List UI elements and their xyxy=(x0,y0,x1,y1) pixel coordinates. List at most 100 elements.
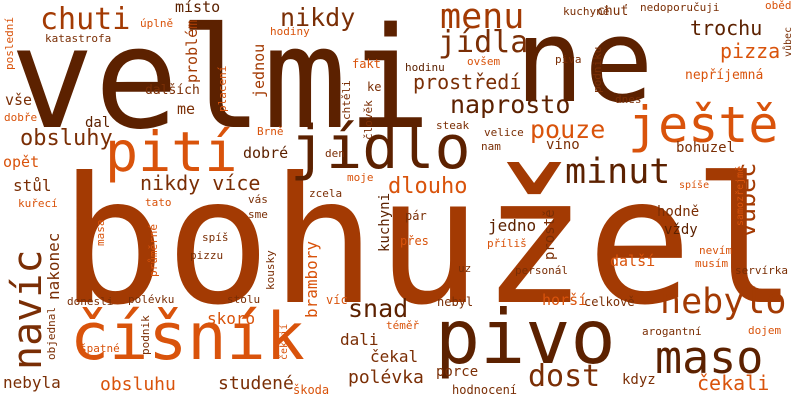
cloud-word: vše xyxy=(5,91,33,109)
cloud-word: piva xyxy=(555,53,582,66)
cloud-word: úplně xyxy=(140,17,174,30)
cloud-word: dali xyxy=(340,330,379,349)
cloud-word: personál xyxy=(515,264,568,277)
cloud-word: obsluhu xyxy=(100,374,176,395)
cloud-word: vás xyxy=(248,193,268,206)
cloud-word: pití xyxy=(105,120,238,184)
cloud-word: nam xyxy=(481,140,501,153)
cloud-word: nakonec xyxy=(44,232,63,300)
cloud-word: moje xyxy=(347,171,374,184)
cloud-word: dobře xyxy=(4,111,38,124)
cloud-word: stolu xyxy=(227,293,261,306)
cloud-word: minut xyxy=(565,152,671,192)
cloud-word: kdyz xyxy=(622,372,656,388)
cloud-word: dobré xyxy=(243,144,289,162)
cloud-word: problém xyxy=(183,19,201,83)
cloud-word: špatné xyxy=(80,342,120,355)
cloud-word: kuchyně xyxy=(563,5,610,18)
cloud-word: nebyla xyxy=(3,373,61,392)
cloud-word: ovšem xyxy=(467,55,501,68)
cloud-word: den xyxy=(325,147,345,160)
cloud-word: pivo xyxy=(435,293,616,381)
cloud-word: porce xyxy=(436,364,479,380)
cloud-word: jednou xyxy=(250,43,268,98)
cloud-word: oběd xyxy=(765,0,792,12)
cloud-word: dost xyxy=(528,359,601,394)
cloud-word: vždy xyxy=(664,222,698,238)
cloud-word: pár xyxy=(405,209,427,223)
cloud-word: podniku xyxy=(591,46,604,93)
cloud-word: katastrofa xyxy=(45,32,112,45)
cloud-word: servírka xyxy=(735,264,788,277)
cloud-word: dalších xyxy=(145,83,200,98)
cloud-word: nebylo xyxy=(660,282,787,322)
cloud-word: škoda xyxy=(293,383,330,397)
cloud-word: pouze xyxy=(530,115,606,144)
cloud-word: téměř xyxy=(386,319,420,332)
cloud-word: Brně xyxy=(257,125,284,138)
cloud-word: sme xyxy=(248,208,268,221)
cloud-word: další xyxy=(610,252,656,270)
cloud-word: čekal xyxy=(370,347,419,366)
cloud-word: steak xyxy=(436,119,470,132)
cloud-word: víc xyxy=(326,293,348,307)
cloud-word: dojem xyxy=(748,324,782,337)
cloud-word: opět xyxy=(3,153,40,171)
cloud-word: hodnocení xyxy=(452,383,518,397)
cloud-word: hodiny xyxy=(270,25,310,38)
cloud-word: kuchyni xyxy=(377,192,393,252)
cloud-word: snad xyxy=(348,294,409,323)
cloud-word: me xyxy=(177,100,196,118)
cloud-word: menu xyxy=(440,0,525,37)
cloud-word: číšník xyxy=(70,300,305,375)
cloud-word: studené xyxy=(218,373,294,394)
cloud-word: velice xyxy=(484,126,524,139)
cloud-word: velmi xyxy=(10,0,432,161)
cloud-word: brambory xyxy=(302,240,321,318)
cloud-word: zcela xyxy=(309,187,343,200)
cloud-word: tato xyxy=(145,196,172,209)
cloud-word: ke xyxy=(367,80,382,94)
cloud-word: průměrné xyxy=(147,224,160,277)
cloud-word: spíše xyxy=(679,180,710,191)
cloud-word: člověk xyxy=(362,100,375,140)
cloud-word: přes xyxy=(400,234,429,248)
cloud-word: nikdy více xyxy=(140,171,261,195)
cloud-word: masa xyxy=(94,219,107,247)
cloud-word: ještě xyxy=(628,96,779,154)
cloud-word: prostě xyxy=(542,209,558,260)
cloud-word: víno xyxy=(546,137,580,153)
cloud-word: naprosto xyxy=(450,90,571,119)
cloud-word: nedoporučuji xyxy=(640,1,720,14)
cloud-word: pizzu xyxy=(190,249,224,262)
cloud-word: hodně xyxy=(657,204,700,220)
cloud-word: čekají xyxy=(279,323,290,360)
cloud-word: stůl xyxy=(13,176,52,195)
cloud-word: objednal xyxy=(45,307,58,360)
cloud-word: arogantní xyxy=(642,325,702,338)
cloud-word: placení xyxy=(216,65,229,112)
cloud-word: místo xyxy=(175,0,221,16)
cloud-word: nikdy xyxy=(280,3,356,32)
cloud-word: chtěli xyxy=(340,80,353,120)
cloud-word: dnes xyxy=(615,93,642,106)
cloud-word: navíc xyxy=(5,249,51,370)
cloud-word: donesli xyxy=(67,295,114,308)
cloud-word: maso xyxy=(655,331,764,384)
cloud-word: spíš xyxy=(202,231,229,244)
cloud-word: vůbec xyxy=(783,26,794,57)
cloud-word: kousky xyxy=(264,250,277,290)
cloud-word: ne xyxy=(515,0,654,129)
cloud-word: nebyl xyxy=(437,295,474,309)
cloud-word: chuť xyxy=(597,4,629,19)
cloud-word: bohužel xyxy=(60,141,798,344)
cloud-word: polévka xyxy=(348,367,424,388)
cloud-word: dlouho xyxy=(388,174,468,199)
cloud-word: poslední xyxy=(3,17,16,70)
cloud-word: fakt xyxy=(352,57,381,71)
cloud-word: polévku xyxy=(128,293,175,306)
cloud-word: musím xyxy=(695,257,729,270)
cloud-word: chuti xyxy=(40,2,131,37)
cloud-word: uz xyxy=(458,262,472,275)
cloud-word: trochu xyxy=(690,16,763,40)
